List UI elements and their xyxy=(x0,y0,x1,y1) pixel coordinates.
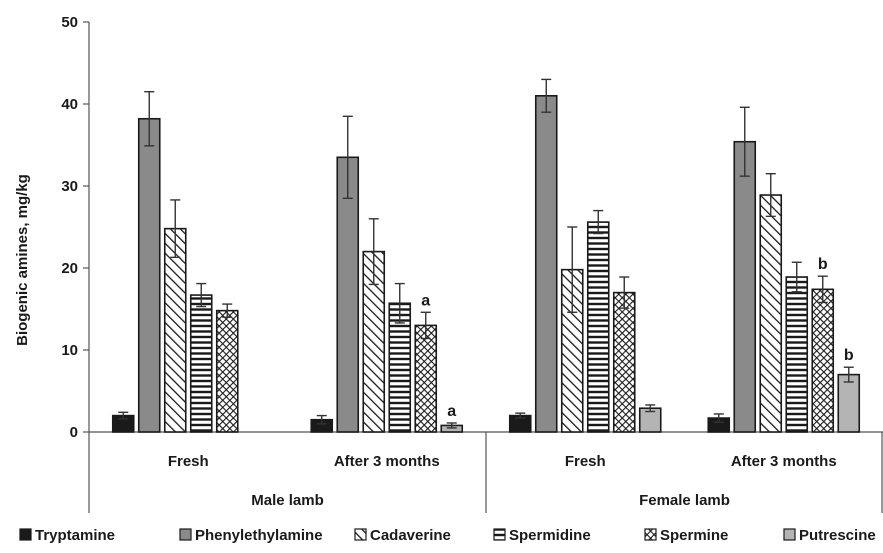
legend-swatch xyxy=(493,528,506,541)
bar-phenylethylamine xyxy=(137,117,161,433)
bar-phenylethylamine xyxy=(534,95,558,433)
legend-label: Cadaverine xyxy=(370,527,451,544)
group-label: Female lamb xyxy=(639,492,730,509)
bar-cadaverine xyxy=(163,227,187,433)
bar-putrescine xyxy=(837,373,861,433)
legend-label: Tryptamine xyxy=(35,527,115,544)
legend-label: Phenylethylamine xyxy=(195,527,323,544)
legend-label: Spermine xyxy=(660,527,728,544)
bar-spermine xyxy=(215,309,239,433)
legend-label: Spermidine xyxy=(509,527,591,544)
bar-spermidine xyxy=(586,221,610,433)
group-label: Male lamb xyxy=(251,492,324,509)
legend: Tryptamine Phenylethylamine Cadaverine Sper… xyxy=(19,527,876,544)
y-tick-label: 30 xyxy=(61,178,78,195)
y-tick-label: 10 xyxy=(61,342,78,359)
category-label: Fresh xyxy=(565,453,606,470)
x-axis-labels: Fresh After 3 months Fresh After 3 months Ma… xyxy=(88,432,883,513)
bar-cadaverine xyxy=(759,194,783,433)
significance-label: a xyxy=(421,292,430,309)
bar-spermidine xyxy=(189,294,213,433)
legend-swatch xyxy=(644,528,657,541)
y-tick-label: 40 xyxy=(61,96,78,113)
y-tick-label: 50 xyxy=(61,14,78,31)
legend-label: Putrescine xyxy=(799,527,876,544)
bar-spermine xyxy=(414,324,438,433)
y-axis-label: Biogenic amines, mg/kg xyxy=(14,174,31,346)
category-label: Fresh xyxy=(168,453,209,470)
bars: a a b b xyxy=(111,78,861,433)
bar-phenylethylamine xyxy=(733,140,757,433)
bar-spermine xyxy=(612,291,636,433)
legend-swatch xyxy=(783,528,796,541)
legend-swatch xyxy=(354,528,367,541)
legend-swatch xyxy=(19,528,32,541)
bar-spermine xyxy=(811,288,835,433)
bar-spermidine xyxy=(785,276,809,433)
category-label: After 3 months xyxy=(334,453,440,470)
y-tick-label: 20 xyxy=(61,260,78,277)
category-label: After 3 months xyxy=(731,453,837,470)
legend-swatch xyxy=(179,528,192,541)
y-tick-label: 0 xyxy=(70,424,78,441)
significance-label: a xyxy=(447,403,456,420)
significance-label: b xyxy=(844,347,854,364)
significance-label: b xyxy=(818,256,828,273)
